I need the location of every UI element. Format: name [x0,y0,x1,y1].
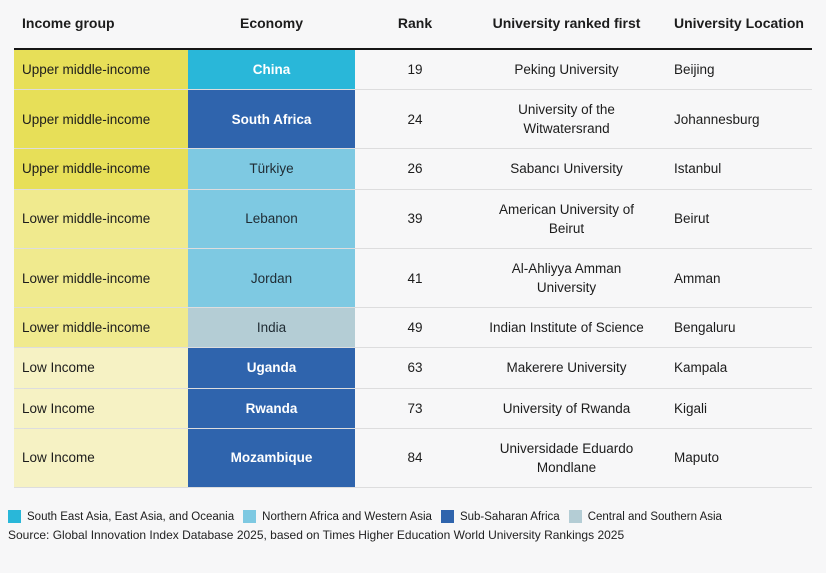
rank-cell: 19 [407,62,423,77]
economy-cell: China [188,50,355,90]
column-header-income-group: Income group [22,14,115,31]
table-row: Upper middle-income China 19 Peking Univers… [14,50,812,91]
economy-cell: Lebanon [188,189,355,248]
table-row: Lower middle-income Lebanon 39 American Uni… [14,189,812,249]
economy-cell: Uganda [188,348,355,388]
table-row: Low Income Uganda 63 Makerere University Kam… [14,348,812,389]
legend-color-swatch [568,510,582,524]
income-group-cell: Lower middle-income [14,189,188,248]
table-row: Low Income Mozambique 84 Universidade Eduar… [14,428,812,489]
university-cell: Peking University [514,62,619,77]
rank-cell: 39 [407,211,423,227]
location-cell: Amman [674,270,721,286]
rank-cell: 63 [407,360,423,376]
rank-cell: 84 [407,450,423,466]
table-body: Upper middle-income China 19 Peking Univers… [14,50,812,489]
location-cell: Kampala [674,360,728,376]
university-cell: University of Rwanda [502,400,631,416]
figure-footer: South East Asia, East Asia, and Oceania N… [8,510,818,542]
university-cell: Sabancı University [510,161,623,177]
location-cell: Maputo [674,450,720,466]
university-cell: Al-Ahliyya Amman University [511,260,622,296]
column-header-university-location: University Location [674,14,804,31]
university-cell: Makerere University [506,360,627,376]
location-cell: Johannesburg [674,111,760,127]
income-group-cell: Upper middle-income [14,90,188,149]
legend-color-swatch [8,510,21,524]
income-group-cell: Lower middle-income [14,248,188,308]
legend-item: Northern Africa and Western Asia [243,510,432,524]
rank-cell: 73 [407,400,423,416]
ranking-table: Income group Economy Rank University ran… [14,0,812,489]
economy-cell: Mozambique [188,428,355,488]
economy-cell: Jordan [188,248,355,308]
economy-cell: India [188,308,355,348]
rank-cell: 26 [407,161,423,177]
legend-item: Sub-Saharan Africa [440,510,560,524]
source-note: Source: Global Innovation Index Database… [8,528,625,543]
legend-item: Central and Southern Asia [568,510,722,524]
legend-label: Sub-Saharan Africa [459,510,560,523]
legend-label: Northern Africa and Western Asia [262,510,432,523]
location-cell: Bengaluru [674,320,736,336]
legend-label: Central and Southern Asia [587,510,722,523]
table-row: Upper middle-income South Africa 24 Univers… [14,90,812,150]
income-group-cell: Low Income [14,428,188,488]
income-group-cell: Lower middle-income [14,308,188,348]
rank-cell: 49 [407,320,423,336]
column-header-economy: Economy [239,14,303,31]
economy-cell: South Africa [188,90,355,149]
legend-color-swatch [243,510,257,524]
rank-cell: 41 [407,270,423,286]
legend-item: South East Asia, East Asia, and Oceania [8,510,235,524]
university-cell: University of the Witwatersrand [518,102,615,137]
table-row: Low Income Rwanda 73 University of Rwanda Ki… [14,388,812,429]
rank-cell: 24 [407,111,423,127]
income-group-cell: Low Income [14,388,188,428]
income-group-cell: Upper middle-income [14,149,188,189]
economy-cell: Rwanda [188,388,355,428]
column-header-rank: Rank [397,14,433,31]
region-legend: South East Asia, East Asia, and Oceania N… [8,510,818,524]
location-cell: Istanbul [674,161,722,177]
location-cell: Kigali [674,400,708,416]
economy-cell: Türkiye [188,149,355,189]
table-row: Upper middle-income Türkiye 26 Sabancı Univ… [14,149,812,190]
legend-color-swatch [440,510,454,524]
university-cell: American University of Beirut [498,201,635,236]
university-cell: Universidade Eduardo Mondlane [499,440,634,475]
table-row: Lower middle-income Jordan 41 Al-Ahliyya Am… [14,248,812,309]
income-group-cell: Low Income [14,348,188,388]
table-header-row: Income group Economy Rank University ran… [14,0,812,50]
legend-label: South East Asia, East Asia, and Oceania [27,510,235,523]
column-header-university-ranked-first: University ranked first [492,14,641,31]
location-cell: Beirut [674,211,710,227]
location-cell: Beijing [674,62,715,77]
university-cell: Indian Institute of Science [489,320,644,336]
table-row: Lower middle-income India 49 Indian Institu… [14,308,812,349]
income-group-cell: Upper middle-income [14,50,188,90]
